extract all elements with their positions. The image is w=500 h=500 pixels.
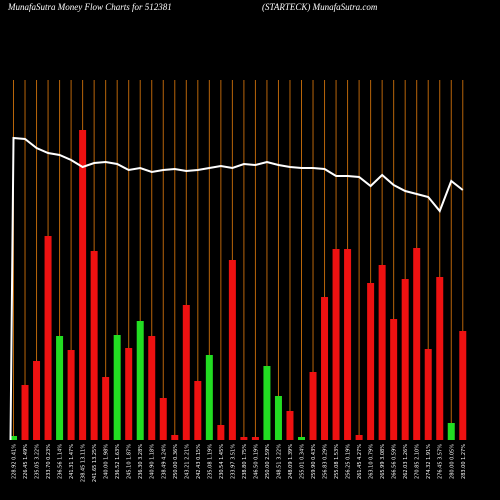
bar — [459, 331, 467, 440]
x-tick-label: 235.08 1.19% — [207, 444, 213, 479]
bar — [159, 398, 167, 440]
bar — [21, 385, 29, 440]
chart-subtitle: (STARTECK) MunafaSutra.com — [262, 2, 378, 12]
x-tick-label: 248.09 1.39% — [288, 444, 294, 479]
bar — [44, 236, 52, 440]
bar — [251, 437, 259, 440]
bar — [182, 305, 190, 440]
x-tick-label: 265.99 3.08% — [380, 444, 386, 479]
bar — [263, 366, 271, 440]
bar — [10, 436, 17, 440]
x-tick-label: 280.00 0.05% — [449, 444, 455, 479]
x-tick-label: 261.45 4.27% — [357, 444, 363, 479]
x-tick-label: 226.45 1.49% — [23, 444, 29, 479]
x-tick-label: 255.08 1.53% — [334, 444, 340, 479]
x-tick-label: 246.50 0.19% — [253, 444, 259, 479]
bar — [113, 335, 121, 440]
bar — [205, 355, 213, 440]
x-tick-label: 248.51 3.22% — [276, 444, 282, 479]
bar — [67, 350, 75, 440]
bar — [274, 396, 282, 440]
bar — [309, 372, 317, 440]
x-tick-label: 245.10 1.87% — [127, 444, 133, 479]
bar — [367, 283, 375, 440]
bar — [298, 437, 305, 440]
x-tick-label: 241.31 1.47% — [69, 444, 75, 479]
bar — [332, 249, 340, 440]
x-tick-label: 259.90 0.43% — [311, 444, 317, 479]
bar — [228, 260, 236, 440]
x-tick-label: 250.00 2.59% — [265, 444, 271, 479]
bar — [171, 435, 179, 440]
x-tick-label: 256.83 0.29% — [323, 444, 329, 479]
bar — [56, 336, 64, 440]
x-tick-label: 236.56 1.14% — [58, 444, 64, 479]
bar — [90, 251, 98, 440]
bar — [321, 297, 329, 440]
x-tick-label: 242.43 0.15% — [196, 444, 202, 479]
bar — [390, 319, 398, 440]
x-tick-label: 233.97 3.51% — [230, 444, 236, 479]
bar — [240, 437, 248, 440]
x-tick-label: 240.00 1.98% — [104, 444, 110, 479]
bar — [344, 249, 352, 440]
x-tick-label: 240.90 1.18% — [150, 444, 156, 479]
bar — [447, 423, 455, 440]
x-tick-label: 255.01 0.34% — [300, 444, 306, 479]
price-line — [9, 136, 464, 441]
bar — [102, 377, 110, 440]
x-tick-label: 283.00 1.27% — [461, 444, 467, 479]
x-tick-label: 228.92 0.41% — [12, 444, 18, 479]
x-tick-label: 274.32 1.91% — [426, 444, 432, 479]
x-tick-label: 266.56 0.59% — [392, 444, 398, 479]
x-tick-label: 276.45 3.57% — [438, 444, 444, 479]
bar — [424, 349, 432, 440]
chart-title: MunafaSutra Money Flow Charts for 512381 — [7, 2, 172, 12]
bar — [413, 248, 421, 440]
x-tick-label: 238.49 4.24% — [161, 444, 167, 479]
bar — [217, 425, 225, 440]
x-tick-label: 270.85 2.10% — [415, 444, 421, 479]
bar — [401, 279, 409, 440]
bar — [355, 435, 363, 440]
bar — [286, 411, 294, 440]
x-tick-label: 263.10 0.79% — [369, 444, 375, 479]
x-tick-label: 235.05 3.22% — [35, 444, 41, 479]
x-tick-label: 256.25 0.19% — [346, 444, 352, 479]
bar — [148, 336, 156, 440]
bar — [125, 348, 133, 440]
x-tick-label: 250.00 0.36% — [173, 444, 179, 479]
x-tick-label: 241.65 13.25% — [92, 444, 98, 482]
bar — [194, 381, 202, 440]
x-tick-label: 230.54 1.45% — [219, 444, 225, 479]
bar — [378, 265, 386, 440]
x-tick-label: 236.52 1.63% — [115, 444, 121, 479]
bar — [33, 361, 41, 440]
x-tick-label: 236.30 3.28% — [138, 444, 144, 479]
x-tick-label: 233.70 0.23% — [46, 444, 52, 479]
x-tick-label: 238.80 1.75% — [242, 444, 248, 479]
x-tick-label: 243.21 2.21% — [184, 444, 190, 479]
x-tick-label: 262.03 1.26% — [403, 444, 409, 479]
bar — [79, 130, 87, 440]
x-tick-label: 238.45 13.11% — [81, 444, 87, 482]
bar — [436, 277, 444, 440]
bar — [136, 321, 144, 440]
